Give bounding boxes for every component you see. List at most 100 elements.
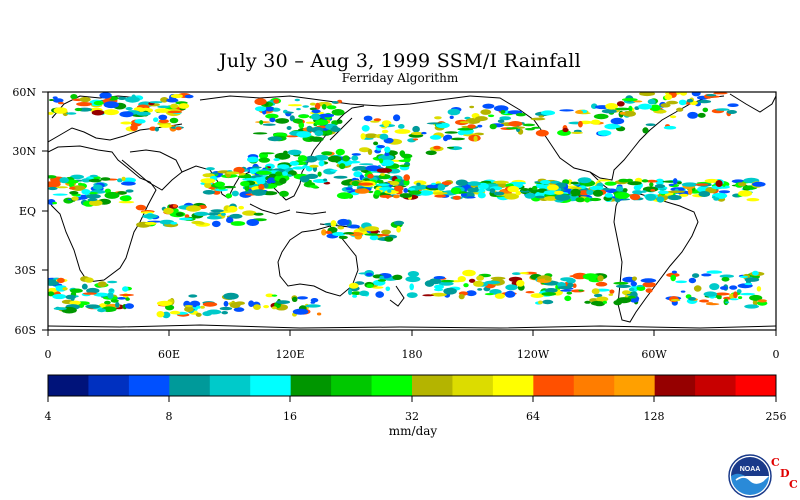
rain-cell	[578, 289, 584, 292]
rain-cell	[433, 192, 448, 195]
map-subtitle: Ferriday Algorithm	[341, 71, 459, 85]
rain-cell	[249, 168, 260, 171]
rain-cell	[195, 312, 202, 317]
rain-cell	[614, 192, 630, 199]
rain-cell	[71, 196, 79, 201]
rain-cell	[538, 300, 543, 305]
rain-cell	[604, 181, 617, 186]
rain-cell	[81, 189, 91, 195]
rain-cell	[642, 282, 656, 288]
rain-cell	[729, 298, 739, 301]
rain-cell	[158, 114, 168, 121]
rain-cell	[125, 107, 133, 111]
rain-cell	[519, 190, 531, 193]
rain-cell	[275, 300, 291, 304]
rain-cell	[156, 311, 165, 318]
rain-cell	[223, 292, 239, 300]
rain-cell	[656, 196, 665, 203]
rain-cell	[489, 188, 496, 194]
rain-cell	[373, 141, 379, 146]
rain-cell	[212, 190, 221, 195]
rain-cell	[385, 286, 391, 292]
colorbar	[48, 375, 777, 396]
colorbar-swatch	[533, 375, 575, 396]
rain-cell	[255, 170, 272, 175]
rain-cell	[259, 120, 264, 125]
rain-cell	[154, 108, 171, 113]
lon-label-60w: 60W	[641, 348, 667, 361]
rain-cell	[686, 98, 694, 103]
rain-cell	[74, 107, 83, 112]
lon-axis	[47, 330, 777, 336]
rain-cell	[97, 308, 107, 313]
rain-cell	[202, 190, 215, 195]
rain-cell	[342, 155, 350, 162]
rain-cell	[668, 183, 675, 186]
rain-cell	[358, 182, 374, 186]
rain-cell	[465, 196, 476, 199]
rain-cell	[713, 92, 728, 95]
rain-cell	[240, 181, 250, 187]
rain-cell	[380, 173, 386, 176]
rain-cell	[482, 103, 495, 109]
rain-cell	[560, 277, 574, 282]
rain-cell	[530, 293, 544, 298]
rain-cell	[271, 294, 278, 297]
rain-cell	[457, 127, 474, 131]
rain-cell	[242, 210, 257, 216]
rain-cell	[363, 115, 373, 122]
rain-cell	[289, 161, 300, 166]
rain-cell	[296, 131, 312, 138]
rain-cell	[505, 127, 519, 130]
rain-cell	[313, 154, 329, 161]
rain-cell	[615, 186, 624, 192]
rain-cell	[178, 103, 190, 109]
rain-cell	[297, 155, 308, 162]
rain-cell	[490, 276, 506, 280]
rain-cell	[505, 284, 518, 291]
rain-cell	[412, 138, 419, 141]
rain-cell	[369, 235, 379, 241]
coast-europe	[48, 123, 183, 143]
rain-cell	[544, 288, 558, 293]
rain-cell	[134, 119, 146, 124]
rain-cell	[248, 300, 255, 308]
rain-cell	[70, 288, 83, 293]
rain-cell	[286, 126, 292, 130]
rain-cell	[444, 134, 453, 140]
coast-arabia	[121, 149, 183, 191]
rain-cell	[528, 187, 533, 192]
rain-cell	[321, 229, 327, 236]
rain-cell	[433, 276, 446, 280]
rain-cell	[374, 190, 381, 196]
rain-cell	[52, 98, 64, 103]
lat-axis	[42, 91, 48, 331]
rain-cell	[221, 311, 228, 315]
rain-cell	[103, 109, 119, 116]
rain-cell	[719, 274, 734, 278]
rain-cell	[52, 193, 68, 196]
rain-cell	[314, 130, 324, 137]
rain-cell	[210, 209, 224, 213]
rain-cell	[591, 288, 600, 295]
rain-cell	[396, 226, 401, 233]
rain-cell	[409, 283, 415, 291]
rain-cell	[117, 178, 123, 183]
rain-cell	[633, 185, 642, 191]
colorbar-swatch	[331, 375, 373, 396]
rain-cell	[672, 178, 678, 185]
rain-cell	[543, 190, 558, 196]
rain-cell	[702, 107, 709, 113]
coast-japan	[329, 117, 353, 141]
coast-antarctica	[48, 324, 776, 329]
rain-cell	[642, 127, 649, 134]
rain-cell	[331, 109, 345, 116]
rain-cell	[477, 192, 486, 199]
rain-cell	[540, 110, 556, 116]
rain-cell	[287, 170, 297, 176]
rain-cell	[271, 306, 277, 310]
rain-cell	[104, 300, 111, 305]
rain-cell	[632, 276, 637, 281]
rain-cell	[429, 278, 442, 285]
rain-cell	[384, 152, 390, 157]
